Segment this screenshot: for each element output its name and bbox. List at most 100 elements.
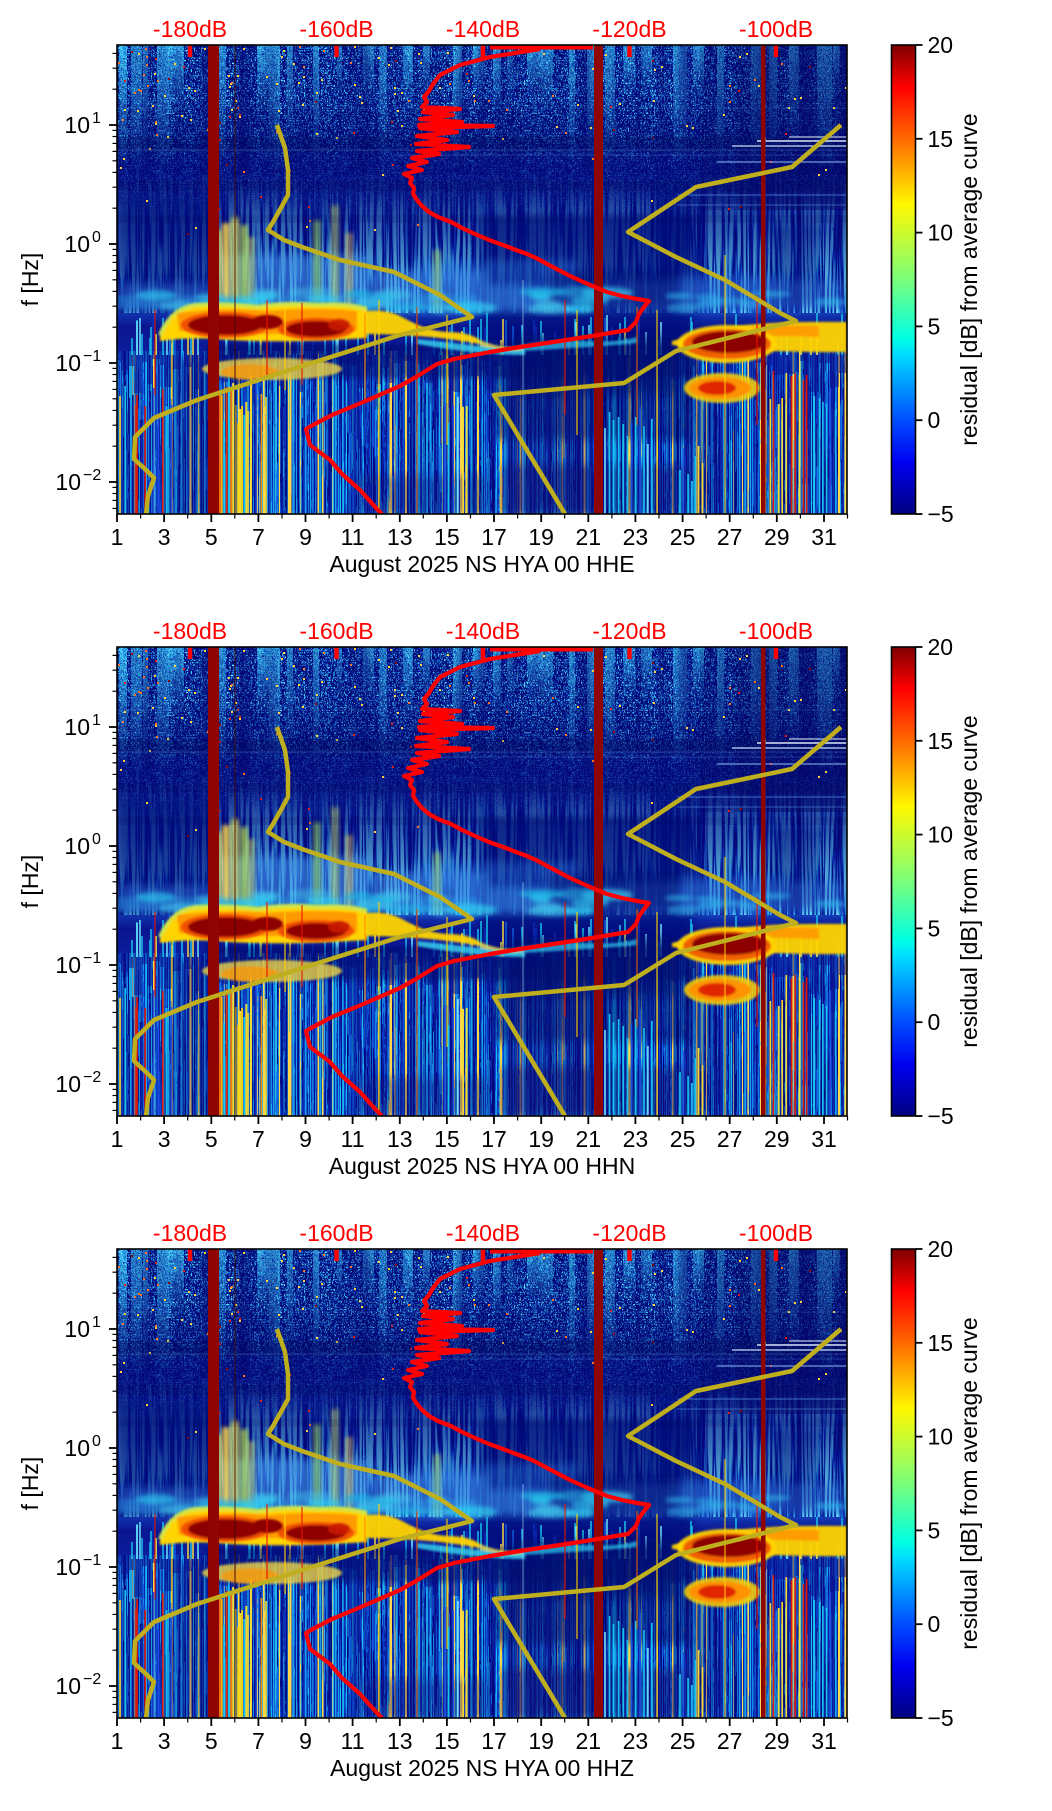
svg-text:9: 9 <box>299 1126 312 1152</box>
svg-text:19: 19 <box>528 1728 554 1754</box>
svg-text:27: 27 <box>717 524 743 550</box>
svg-text:10: 10 <box>55 350 81 376</box>
svg-text:13: 13 <box>387 1728 413 1754</box>
svg-text:25: 25 <box>670 524 696 550</box>
svg-text:−1: −1 <box>83 1552 101 1569</box>
svg-text:−2: −2 <box>83 1069 101 1086</box>
svg-text:0: 0 <box>92 229 101 246</box>
svg-text:-100dB: -100dB <box>739 1220 813 1246</box>
svg-text:-140dB: -140dB <box>446 16 520 42</box>
svg-text:-120dB: -120dB <box>592 618 666 644</box>
svg-text:-100dB: -100dB <box>739 618 813 644</box>
svg-text:−2: −2 <box>83 1671 101 1688</box>
svg-text:15: 15 <box>928 728 954 754</box>
svg-text:15: 15 <box>434 1728 460 1754</box>
svg-text:31: 31 <box>811 1728 837 1754</box>
svg-text:10: 10 <box>928 822 954 848</box>
svg-text:August 2025 NS HYA 00 HHZ: August 2025 NS HYA 00 HHZ <box>330 1755 634 1781</box>
svg-text:23: 23 <box>623 1126 649 1152</box>
svg-text:27: 27 <box>717 1728 743 1754</box>
svg-text:17: 17 <box>481 524 507 550</box>
svg-text:f [Hz]: f [Hz] <box>17 1457 43 1511</box>
svg-text:19: 19 <box>528 1126 554 1152</box>
svg-text:11: 11 <box>341 524 365 550</box>
svg-text:10: 10 <box>64 1316 90 1342</box>
svg-text:25: 25 <box>670 1126 696 1152</box>
svg-text:10: 10 <box>64 714 90 740</box>
svg-text:20: 20 <box>928 32 954 58</box>
svg-text:25: 25 <box>670 1728 696 1754</box>
svg-text:23: 23 <box>623 1728 649 1754</box>
svg-text:11: 11 <box>341 1728 365 1754</box>
svg-text:-120dB: -120dB <box>592 1220 666 1246</box>
svg-text:29: 29 <box>764 524 790 550</box>
svg-text:residual [dB] from average cur: residual [dB] from average curve <box>956 113 982 445</box>
svg-text:10: 10 <box>55 952 81 978</box>
svg-text:-160dB: -160dB <box>299 16 373 42</box>
svg-text:20: 20 <box>928 1236 954 1262</box>
svg-text:5: 5 <box>928 313 941 339</box>
svg-text:f [Hz]: f [Hz] <box>17 855 43 909</box>
svg-text:29: 29 <box>764 1728 790 1754</box>
svg-text:1: 1 <box>111 524 124 550</box>
svg-text:15: 15 <box>434 1126 460 1152</box>
svg-text:−5: −5 <box>928 1705 954 1731</box>
svg-text:1: 1 <box>92 1314 101 1331</box>
svg-text:f [Hz]: f [Hz] <box>17 253 43 307</box>
svg-text:5: 5 <box>205 1728 218 1754</box>
svg-text:-140dB: -140dB <box>446 618 520 644</box>
svg-text:0: 0 <box>92 1433 101 1450</box>
svg-text:21: 21 <box>576 1728 602 1754</box>
svg-text:15: 15 <box>434 524 460 550</box>
svg-text:0: 0 <box>92 831 101 848</box>
svg-text:31: 31 <box>811 1126 837 1152</box>
svg-text:10: 10 <box>64 231 90 257</box>
svg-text:10: 10 <box>55 1554 81 1580</box>
svg-text:3: 3 <box>158 1728 171 1754</box>
svg-text:-180dB: -180dB <box>153 16 227 42</box>
svg-text:9: 9 <box>299 1728 312 1754</box>
svg-text:1: 1 <box>92 110 101 127</box>
svg-text:10: 10 <box>928 220 954 246</box>
svg-text:5: 5 <box>205 524 218 550</box>
svg-text:13: 13 <box>387 1126 413 1152</box>
svg-text:10: 10 <box>64 112 90 138</box>
svg-text:August 2025 NS HYA 00 HHN: August 2025 NS HYA 00 HHN <box>329 1153 635 1179</box>
svg-text:9: 9 <box>299 524 312 550</box>
svg-text:0: 0 <box>928 1009 941 1035</box>
svg-text:29: 29 <box>764 1126 790 1152</box>
svg-text:15: 15 <box>928 1330 954 1356</box>
svg-text:27: 27 <box>717 1126 743 1152</box>
svg-text:-180dB: -180dB <box>153 618 227 644</box>
svg-text:10: 10 <box>55 1673 81 1699</box>
svg-text:11: 11 <box>341 1126 365 1152</box>
svg-text:−2: −2 <box>83 467 101 484</box>
svg-text:0: 0 <box>928 1611 941 1637</box>
svg-text:10: 10 <box>928 1424 954 1450</box>
svg-text:−5: −5 <box>928 1103 954 1129</box>
svg-text:3: 3 <box>158 524 171 550</box>
svg-text:17: 17 <box>481 1126 507 1152</box>
svg-text:5: 5 <box>205 1126 218 1152</box>
svg-text:-120dB: -120dB <box>592 16 666 42</box>
svg-text:10: 10 <box>55 1071 81 1097</box>
svg-text:31: 31 <box>811 524 837 550</box>
svg-text:7: 7 <box>252 1126 265 1152</box>
svg-text:1: 1 <box>111 1728 124 1754</box>
svg-text:residual [dB] from average cur: residual [dB] from average curve <box>956 715 982 1047</box>
svg-text:5: 5 <box>928 915 941 941</box>
svg-text:-180dB: -180dB <box>153 1220 227 1246</box>
svg-text:3: 3 <box>158 1126 171 1152</box>
svg-text:19: 19 <box>528 524 554 550</box>
svg-text:7: 7 <box>252 524 265 550</box>
svg-text:10: 10 <box>64 1435 90 1461</box>
svg-text:20: 20 <box>928 634 954 660</box>
svg-text:17: 17 <box>481 1728 507 1754</box>
svg-text:-160dB: -160dB <box>299 1220 373 1246</box>
svg-text:August 2025 NS HYA 00 HHE: August 2025 NS HYA 00 HHE <box>329 551 634 577</box>
svg-text:−1: −1 <box>83 348 101 365</box>
svg-text:13: 13 <box>387 524 413 550</box>
svg-text:residual [dB] from average cur: residual [dB] from average curve <box>956 1317 982 1649</box>
svg-text:-100dB: -100dB <box>739 16 813 42</box>
svg-text:7: 7 <box>252 1728 265 1754</box>
